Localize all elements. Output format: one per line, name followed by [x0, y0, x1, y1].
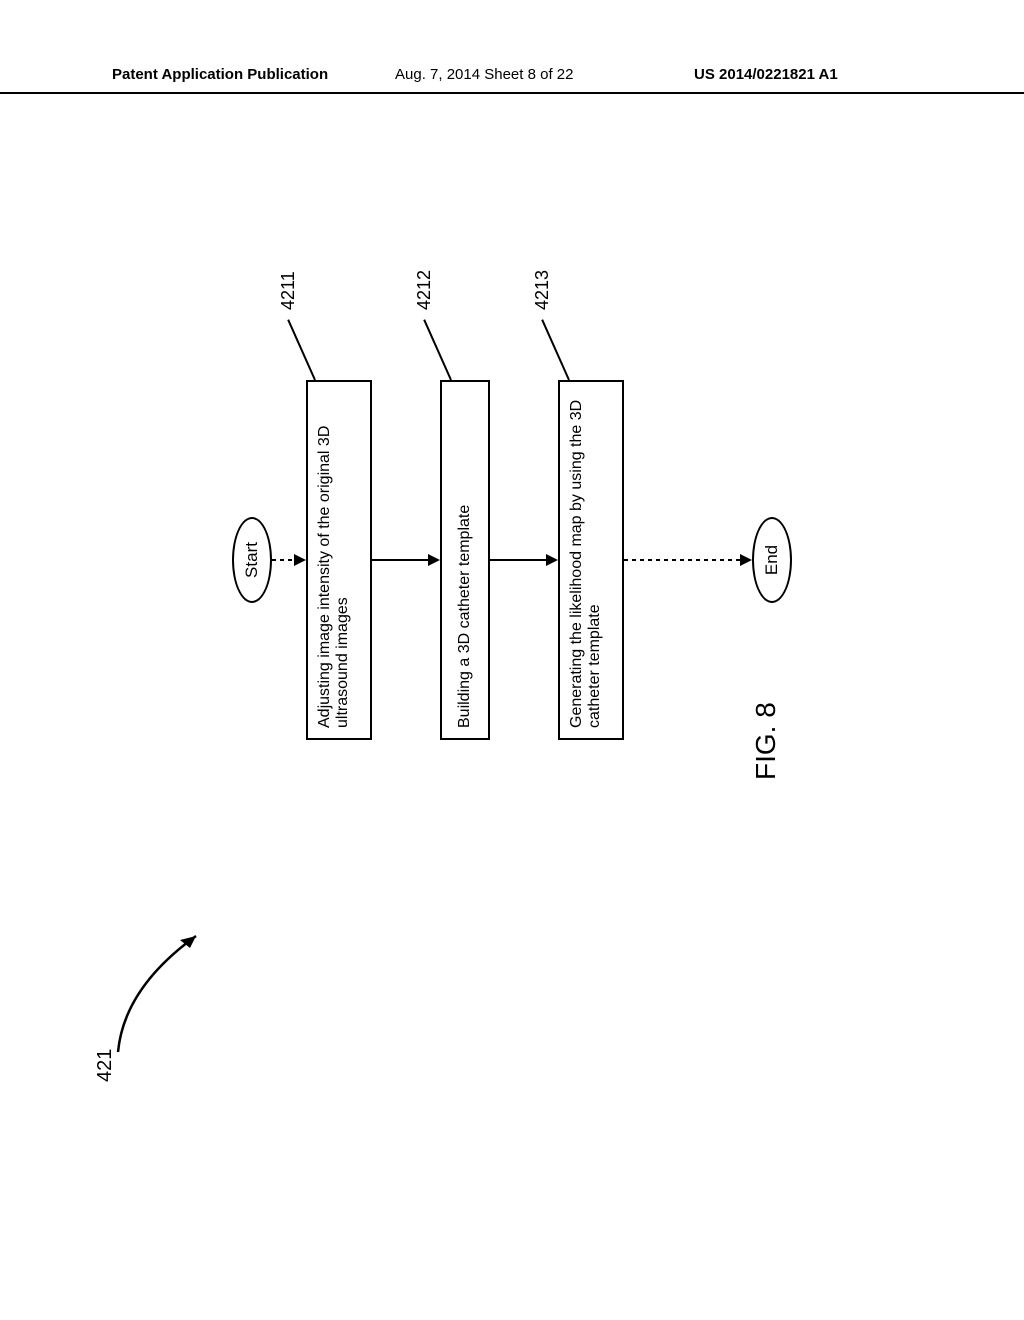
figure-label: FIG. 8 — [750, 702, 782, 780]
overall-ref: 421 — [94, 902, 254, 1082]
header-right: US 2014/0221821 A1 — [694, 66, 838, 83]
leader-line-4213 — [541, 319, 570, 380]
ref-label-4213: 4213 — [532, 270, 553, 310]
connector-step2-to-step3 — [490, 559, 546, 561]
ref-label-4211: 4211 — [278, 271, 299, 310]
connector-start-to-step1 — [272, 559, 296, 561]
flowchart-step-4211: Adjusting image intensity of the origina… — [306, 380, 372, 740]
page-header: Patent Application Publication Aug. 7, 2… — [0, 64, 1024, 94]
arrowhead-icon — [546, 554, 558, 566]
flowchart-start: Start — [232, 517, 272, 603]
connector-step3-to-end — [624, 559, 740, 561]
leader-line-4211 — [287, 319, 316, 380]
page: Patent Application Publication Aug. 7, 2… — [0, 0, 1024, 1320]
curved-arrow-icon — [104, 918, 214, 1058]
flowchart-step-4213: Generating the likelihood map by using t… — [558, 380, 624, 740]
flowchart-end: End — [752, 517, 792, 603]
ref-label-4212: 4212 — [414, 270, 435, 310]
arrowhead-icon — [428, 554, 440, 566]
header-middle: Aug. 7, 2014 Sheet 8 of 22 — [395, 66, 573, 83]
connector-step1-to-step2 — [372, 559, 428, 561]
header-left: Patent Application Publication — [112, 66, 328, 83]
arrowhead-icon — [740, 554, 752, 566]
flowchart: Start Adjusting image intensity of the o… — [232, 310, 792, 810]
flowchart-step-4212: Building a 3D catheter template — [440, 380, 490, 740]
arrowhead-icon — [294, 554, 306, 566]
leader-line-4212 — [423, 319, 452, 380]
